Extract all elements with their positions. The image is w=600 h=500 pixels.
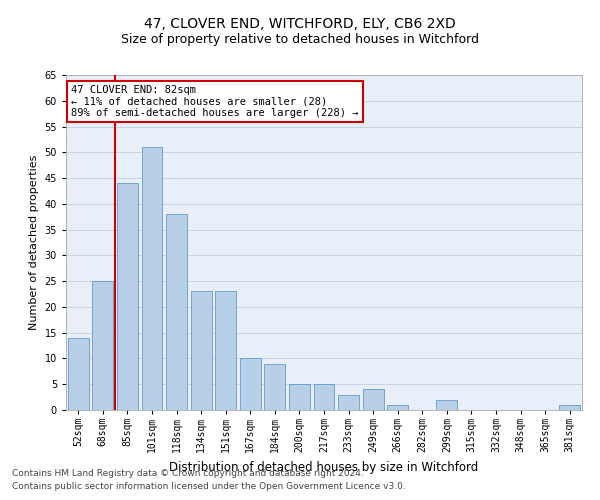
Bar (265, 364, 286, 410)
Bar (68, 338, 89, 410)
Bar (215, 292, 236, 410)
Text: 47, CLOVER END, WITCHFORD, ELY, CB6 2XD: 47, CLOVER END, WITCHFORD, ELY, CB6 2XD (144, 18, 456, 32)
Bar (92, 281, 113, 410)
Bar (240, 358, 261, 410)
Bar (362, 390, 383, 410)
Bar (191, 292, 212, 410)
Bar (559, 405, 580, 410)
X-axis label: Distribution of detached houses by size in Witchford: Distribution of detached houses by size … (169, 460, 479, 473)
Bar (338, 394, 359, 410)
Bar (436, 400, 457, 410)
Bar (314, 384, 334, 410)
Bar (117, 183, 138, 410)
Bar (142, 147, 163, 410)
Text: Contains HM Land Registry data © Crown copyright and database right 2024.: Contains HM Land Registry data © Crown c… (12, 468, 364, 477)
Text: 47 CLOVER END: 82sqm
← 11% of detached houses are smaller (28)
89% of semi-detac: 47 CLOVER END: 82sqm ← 11% of detached h… (71, 85, 359, 118)
Text: Size of property relative to detached houses in Witchford: Size of property relative to detached ho… (121, 32, 479, 46)
Bar (289, 384, 310, 410)
Bar (387, 405, 408, 410)
Bar (166, 214, 187, 410)
Y-axis label: Number of detached properties: Number of detached properties (29, 155, 39, 330)
Text: Contains public sector information licensed under the Open Government Licence v3: Contains public sector information licen… (12, 482, 406, 491)
